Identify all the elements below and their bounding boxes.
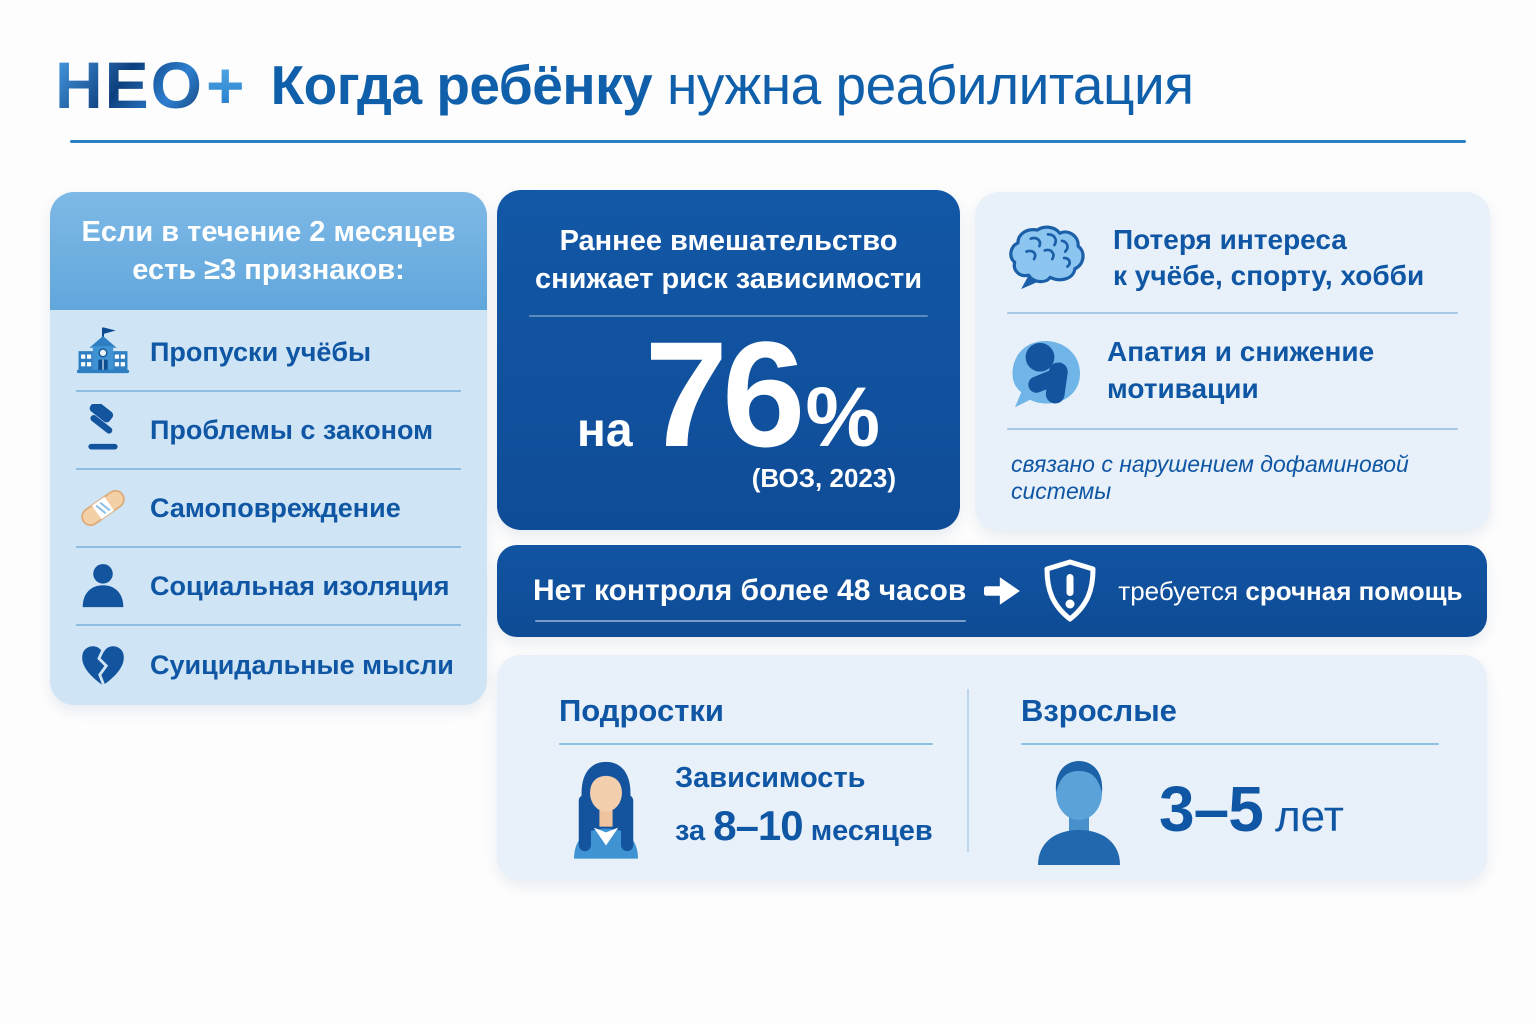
divider bbox=[1021, 743, 1439, 745]
rehab-duration: 3–5 лет bbox=[1159, 772, 1344, 846]
school-icon bbox=[76, 325, 130, 379]
stat-title-line1: Раннее вмешательство bbox=[559, 225, 898, 257]
dopamine-note: связано с нарушением дофаминовой системы bbox=[1011, 450, 1409, 504]
item-label: Суицидальные мысли bbox=[150, 649, 454, 680]
teens-content: Зависимость за 8–10 месяцев bbox=[559, 753, 967, 859]
stat-divider bbox=[529, 314, 928, 317]
symptom-label-line1: Потеря интереса bbox=[1113, 224, 1347, 255]
teens-column: Подростки Зависимость за 8–10 месяце bbox=[497, 655, 967, 880]
rehab-value: 3–5 bbox=[1159, 773, 1264, 845]
gavel-icon bbox=[76, 403, 130, 457]
symptom-label-line2: мотивации bbox=[1107, 372, 1259, 404]
criteria-heading: Если в течение 2 месяцев есть ≥3 признак… bbox=[50, 192, 487, 310]
symptom-label: Потеря интереса к учёбе, спорту, хобби bbox=[1113, 222, 1424, 295]
shield-exclamation-icon bbox=[1038, 558, 1102, 624]
dependency-line1: Зависимость bbox=[675, 762, 866, 795]
symptom-row-interest-loss: Потеря интереса к учёбе, спорту, хобби bbox=[1005, 222, 1460, 295]
criteria-heading-line2: есть ≥3 признаков: bbox=[132, 254, 405, 286]
alert-condition: Нет контроля более 48 часов bbox=[533, 574, 967, 622]
page-title: Когда ребёнку нужна реабилитация bbox=[271, 53, 1194, 117]
rehab-suffix: лет bbox=[1262, 792, 1344, 841]
alert-action: требуется срочная помощь bbox=[1118, 576, 1462, 607]
symptom-label: Апатия и снижение мотивации bbox=[1107, 334, 1374, 407]
timeline-panel: Подростки Зависимость за 8–10 месяце bbox=[497, 655, 1487, 880]
criteria-list: Пропуски учёбы Проблемы с законом bbox=[50, 310, 487, 704]
stat-value-percent: % bbox=[805, 369, 881, 464]
list-item-self-harm: Самоповреждение bbox=[76, 470, 461, 548]
stat-value: на 76 % bbox=[497, 319, 960, 469]
list-item-suicidal-thoughts: Суицидальные мысли bbox=[76, 626, 461, 704]
apathy-icon bbox=[1005, 331, 1085, 411]
teens-heading: Подростки bbox=[559, 693, 724, 728]
alert-action-bold: срочная помощь bbox=[1245, 575, 1463, 606]
alert-banner: Нет контроля более 48 часов требуется ср… bbox=[497, 545, 1487, 637]
stat-title-line2: снижает риск зависимости bbox=[534, 263, 923, 296]
item-label: Социальная изоляция bbox=[150, 570, 450, 601]
logo-plus-icon: + bbox=[206, 48, 247, 122]
arrow-right-icon bbox=[984, 575, 1022, 607]
broken-heart-icon bbox=[76, 638, 130, 692]
symptom-label-line2: к учёбе, спорту, хобби bbox=[1113, 260, 1425, 292]
list-item-school-absence: Пропуски учёбы bbox=[76, 314, 461, 392]
stat-source: (ВОЗ, 2023) bbox=[751, 462, 896, 493]
criteria-panel: Если в течение 2 месяцев есть ≥3 признак… bbox=[50, 192, 487, 705]
item-label: Самоповреждение bbox=[150, 492, 401, 523]
list-item-law-problems: Проблемы с законом bbox=[76, 392, 461, 470]
stat-value-digits: 76 bbox=[644, 309, 806, 478]
page-title-regular: нужна реабилитация bbox=[652, 54, 1194, 116]
adults-column: Взрослые 3–5 лет bbox=[967, 655, 1487, 880]
person-icon bbox=[76, 559, 130, 613]
adults-heading: Взрослые bbox=[1021, 693, 1177, 728]
stat-title: Раннее вмешательство снижает риск зависи… bbox=[497, 222, 960, 299]
stat-panel: Раннее вмешательство снижает риск зависи… bbox=[497, 190, 960, 530]
logo: НЕО + bbox=[55, 52, 247, 118]
divider bbox=[967, 689, 969, 852]
header: НЕО + Когда ребёнку нужна реабилитация bbox=[55, 52, 1194, 118]
adults-content: 3–5 лет bbox=[1021, 753, 1487, 865]
dependency-line2: за 8–10 месяцев bbox=[675, 802, 933, 850]
adult-avatar bbox=[1021, 753, 1137, 865]
dependency-prefix: за bbox=[675, 814, 714, 847]
dependency-duration: Зависимость за 8–10 месяцев bbox=[675, 762, 933, 850]
symptom-label-line1: Апатия и снижение bbox=[1107, 336, 1375, 368]
dependency-suffix: месяцев bbox=[802, 814, 933, 847]
divider bbox=[1007, 427, 1458, 430]
divider bbox=[1007, 311, 1458, 314]
alert-action-regular: требуется bbox=[1118, 575, 1246, 606]
divider bbox=[559, 743, 933, 745]
symptoms-panel: Потеря интереса к учёбе, спорту, хобби А… bbox=[975, 192, 1490, 530]
logo-text: НЕО bbox=[55, 48, 205, 122]
teen-avatar bbox=[559, 753, 653, 859]
brain-icon bbox=[1005, 223, 1091, 293]
criteria-heading-line1: Если в течение 2 месяцев bbox=[81, 215, 456, 248]
bandage-icon bbox=[76, 481, 130, 535]
stat-value-prefix: на bbox=[576, 403, 633, 457]
dependency-value: 8–10 bbox=[713, 801, 803, 849]
symptom-row-apathy: Апатия и снижение мотивации bbox=[1005, 331, 1460, 411]
page-title-bold: Когда ребёнку bbox=[270, 54, 653, 116]
item-label: Пропуски учёбы bbox=[150, 336, 372, 367]
header-divider bbox=[70, 140, 1466, 143]
list-item-social-isolation: Социальная изоляция bbox=[76, 548, 461, 626]
item-label: Проблемы с законом bbox=[150, 414, 434, 445]
